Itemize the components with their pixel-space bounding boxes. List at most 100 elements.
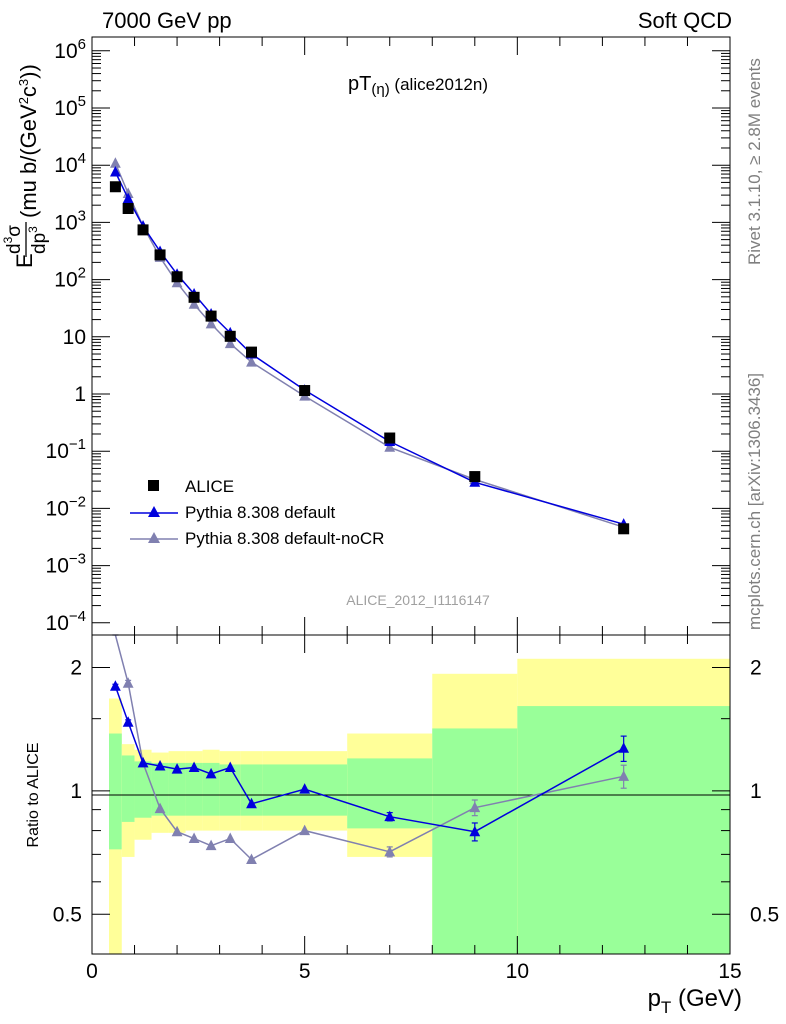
main-y-axis-label: E d3σ dp3 (mu b/(GeV2c3)) xyxy=(1,64,50,268)
ratio-point-nocr xyxy=(171,825,183,837)
ratio-point-nocr xyxy=(384,845,396,857)
y-tick-label: 103 xyxy=(54,207,86,234)
ratio-point-default xyxy=(205,767,217,779)
band-inner xyxy=(219,764,241,816)
band-inner xyxy=(185,762,203,816)
x-tick-label: 15 xyxy=(718,960,741,983)
data-point-alice xyxy=(205,310,217,322)
y-tick-label: 10−1 xyxy=(46,436,86,463)
ratio-y-axis-label: Ratio to ALICE xyxy=(25,743,42,848)
y-tick-label: 10−2 xyxy=(46,493,86,520)
x-axis-label-sub: T xyxy=(661,998,671,1017)
y-tick-label: 106 xyxy=(54,36,86,63)
ratio-point-nocr xyxy=(154,802,166,814)
ratio-series-layer xyxy=(109,634,630,865)
y-tick-label: 105 xyxy=(54,93,86,120)
x-axis-label-main: p xyxy=(648,985,661,1012)
legend: ALICE Pythia 8.308 default Pythia 8.308 … xyxy=(130,477,384,548)
ylabel-denominator: dp3 xyxy=(26,226,50,254)
data-point-alice xyxy=(188,291,200,303)
y-tick-label: 10−3 xyxy=(46,551,86,578)
main-x-axis xyxy=(91,37,731,635)
ratio-point-nocr xyxy=(299,824,311,836)
band-inner xyxy=(151,762,169,816)
ratio-point-default xyxy=(171,763,183,774)
x-tick-label: 10 xyxy=(506,960,529,983)
ratio-point-nocr xyxy=(205,839,217,851)
main-y-axis: 10−4 10−3 10−2 10−1 1 10 102 103 104 105 106 xyxy=(46,36,730,635)
header-process-label: Soft QCD xyxy=(638,8,732,33)
y-tick-label: 1 xyxy=(74,383,86,406)
ratio-y-tick-label-right: 2 xyxy=(750,656,762,679)
series-line-default xyxy=(114,171,624,525)
data-point-alice xyxy=(384,432,396,444)
ratio-point-default xyxy=(122,716,134,727)
ratio-point-nocr xyxy=(188,832,200,844)
data-point-alice xyxy=(618,523,630,535)
band-inner xyxy=(134,761,152,818)
ratio-point-default xyxy=(618,742,630,753)
band-inner xyxy=(109,733,122,850)
ratio-point-nocr xyxy=(122,677,134,688)
data-point-nocr xyxy=(205,317,217,329)
mcplots-reference-label: mcplots.cern.ch [arXiv:1306.3436] xyxy=(745,373,764,630)
ratio-point-default xyxy=(246,797,257,809)
data-point-nocr xyxy=(224,337,236,349)
ratio-point-default xyxy=(137,756,149,768)
main-plot-title: pT(η) (alice2012n) xyxy=(348,73,488,98)
ratio-uncertainty-bands xyxy=(109,658,730,954)
x-tick-label: 0 xyxy=(86,960,98,983)
main-plot-title-sub: (η) xyxy=(371,81,389,98)
ratio-point-default xyxy=(154,759,166,771)
legend-item-nocr: Pythia 8.308 default-noCR xyxy=(130,529,384,548)
series-line-nocr xyxy=(114,163,624,528)
ratio-y-axis: 0.5 0.5 1 1 2 2 xyxy=(53,656,779,926)
header-energy-label: 7000 GeV pp xyxy=(102,8,232,33)
ratio-panel-frame xyxy=(91,634,731,955)
legend-marker-default xyxy=(148,506,160,517)
legend-label-default: Pythia 8.308 default xyxy=(185,503,336,522)
data-point-alice xyxy=(224,330,236,342)
ratio-point-nocr xyxy=(469,801,481,813)
ylabel-units: (mu b/(GeV2c3)) xyxy=(16,64,41,218)
data-point-alice xyxy=(154,249,166,261)
band-inner xyxy=(121,755,135,822)
x-axis-label: pT (GeV) xyxy=(648,985,742,1017)
data-point-alice xyxy=(171,271,183,283)
data-point-alice xyxy=(137,224,149,236)
data-point-nocr xyxy=(384,441,396,452)
y-tick-label: 104 xyxy=(54,150,86,177)
y-tick-label: 10−4 xyxy=(46,608,86,635)
data-point-default xyxy=(109,166,121,177)
ratio-point-nocr xyxy=(246,853,257,865)
ylabel-prefix: E xyxy=(12,253,37,268)
ratio-y-tick-label-left: 1 xyxy=(70,780,82,803)
legend-label-alice: ALICE xyxy=(185,477,234,496)
ratio-y-tick-label-right: 1 xyxy=(750,780,762,803)
legend-marker-square xyxy=(148,480,159,491)
main-plot-title-main: pT xyxy=(348,73,371,95)
data-point-nocr xyxy=(246,356,257,367)
legend-item-default: Pythia 8.308 default xyxy=(130,503,336,522)
ratio-y-tick-label-left: 0.5 xyxy=(53,903,82,926)
main-panel: 10−4 10−3 10−2 10−1 1 10 102 103 104 105 106 pT(η)… xyxy=(1,36,731,636)
data-point-alice xyxy=(109,181,121,193)
legend-item-alice: ALICE xyxy=(148,477,234,496)
y-tick-label: 10 xyxy=(63,326,86,349)
data-point-alice xyxy=(246,346,257,358)
band-inner xyxy=(202,762,220,816)
ratio-point-nocr xyxy=(618,770,630,781)
watermark-analysis-id: ALICE_2012_I1116147 xyxy=(346,592,490,608)
ratio-point-default xyxy=(188,761,200,773)
ratio-point-default xyxy=(299,783,311,794)
ratio-point-default xyxy=(109,680,121,691)
ratio-point-nocr xyxy=(224,832,236,844)
data-point-nocr xyxy=(109,157,121,168)
ratio-y-tick-label-right: 0.5 xyxy=(750,903,779,926)
ylabel-numerator: d3σ xyxy=(1,225,25,254)
legend-marker-nocr xyxy=(148,532,160,543)
ratio-y-tick-label-left: 2 xyxy=(70,656,82,679)
data-point-default xyxy=(122,192,134,204)
y-tick-label: 102 xyxy=(54,265,86,292)
